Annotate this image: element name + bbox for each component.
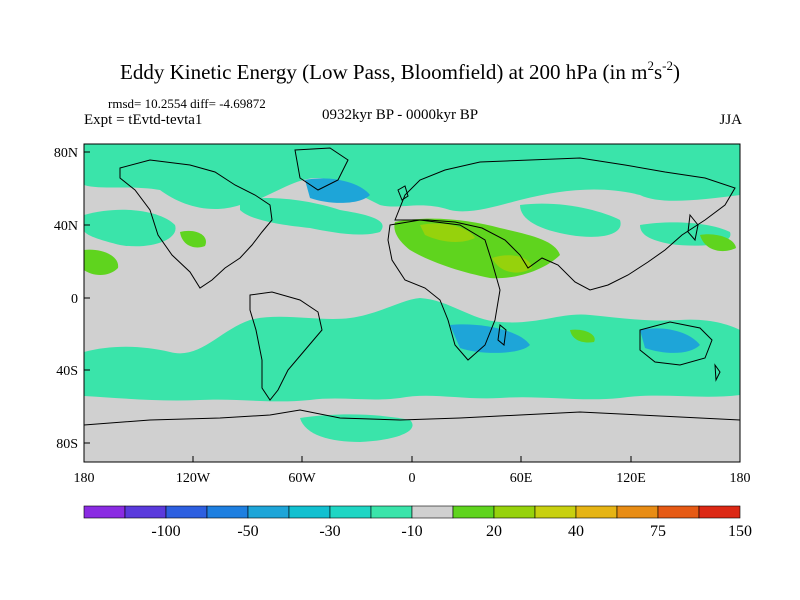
colorbar-swatch — [534, 505, 577, 519]
colorbar-swatch — [657, 505, 700, 519]
eurasia-coast — [394, 157, 736, 291]
japan-coast — [687, 213, 699, 242]
south-america-green — [570, 329, 595, 343]
colorbar-label: -100 — [151, 523, 180, 540]
lon-axis: 180 120W 60W 0 60E 120E 180 — [74, 456, 751, 486]
colorbar-label: -50 — [237, 523, 258, 540]
australia-blue — [640, 328, 700, 353]
lat-label: 0 — [71, 292, 78, 307]
lat-label: 80N — [54, 146, 78, 161]
pacific-east-green — [700, 234, 736, 252]
colorbar-swatch — [493, 505, 536, 519]
colorbar-swatch — [370, 505, 413, 519]
colorbar-swatch — [575, 505, 618, 519]
map-area — [84, 144, 740, 462]
lon-label: 180 — [730, 471, 751, 486]
colorbar-swatch — [329, 505, 372, 519]
arctic-band — [84, 144, 740, 212]
blue-regions — [305, 178, 700, 353]
lat-label: 40N — [54, 219, 78, 234]
asia-blob — [520, 203, 621, 237]
africa-coast — [387, 219, 501, 361]
atlantic-north-blue — [305, 178, 370, 203]
colorbar-swatch — [83, 505, 126, 519]
south-america-coast — [249, 291, 323, 401]
experiment-label: Expt = tEvtd-tevta1 — [84, 112, 203, 128]
lon-label: 60E — [510, 471, 533, 486]
lat-axis: 80N 40N 0 40S 80S — [54, 146, 90, 452]
colorbar-swatch — [452, 505, 495, 519]
period-label: 0932kyr BP - 0000kyr BP — [322, 107, 479, 123]
rmsd-diff-stats: rmsd= 10.2554 diff= -4.69872 — [108, 96, 266, 111]
south-indian-blue — [450, 324, 530, 353]
colorbar-swatch — [698, 505, 741, 519]
middle-east-yellowgreen — [492, 255, 532, 273]
colorbar-swatch — [206, 505, 249, 519]
antarctic-blob — [300, 414, 413, 442]
atlantic-mid-green — [180, 230, 206, 248]
coastlines — [84, 147, 740, 426]
colorbar-label: -30 — [319, 523, 340, 540]
lon-label: 60W — [288, 471, 316, 486]
season-label: JJA — [719, 112, 742, 128]
madagascar-coast — [497, 324, 507, 346]
colorbar-label: 150 — [728, 523, 752, 540]
colorbar-label: -10 — [401, 523, 422, 540]
north-america-coast — [119, 159, 273, 289]
lon-label: 180 — [74, 471, 95, 486]
uk-coast — [397, 185, 409, 201]
colorbar-swatch — [288, 505, 331, 519]
chart-title: Eddy Kinetic Energy (Low Pass, Bloomfiel… — [120, 58, 680, 84]
colorbar-label: 20 — [486, 523, 502, 540]
southern-band — [84, 298, 740, 402]
colorbar-labels: -100 -50 -30 -10 20 40 75 150 — [151, 523, 752, 540]
colorbar-swatch — [247, 505, 290, 519]
greenland-coast — [294, 147, 349, 191]
atlantic-north-blob — [240, 198, 383, 235]
new-zealand-coast — [714, 363, 721, 382]
colorbar-swatch — [411, 505, 454, 519]
colorbar-swatch — [616, 505, 659, 519]
teal-regions — [84, 144, 740, 442]
colorbar-label: 40 — [568, 523, 584, 540]
colorbar-swatch — [124, 505, 167, 519]
lat-label: 40S — [56, 364, 78, 379]
lon-label: 0 — [409, 471, 416, 486]
pacific-west-green — [84, 249, 119, 275]
colorbar — [83, 505, 741, 519]
antarctica-coast — [84, 409, 740, 426]
lon-label: 120E — [616, 471, 646, 486]
colorbar-label: 75 — [650, 523, 666, 540]
lat-label: 80S — [56, 437, 78, 452]
lon-label: 120W — [176, 471, 211, 486]
yellow-green-regions — [420, 223, 532, 273]
colorbar-swatch — [165, 505, 208, 519]
arabia-yellowgreen — [420, 223, 475, 242]
australia-coast — [639, 321, 713, 366]
